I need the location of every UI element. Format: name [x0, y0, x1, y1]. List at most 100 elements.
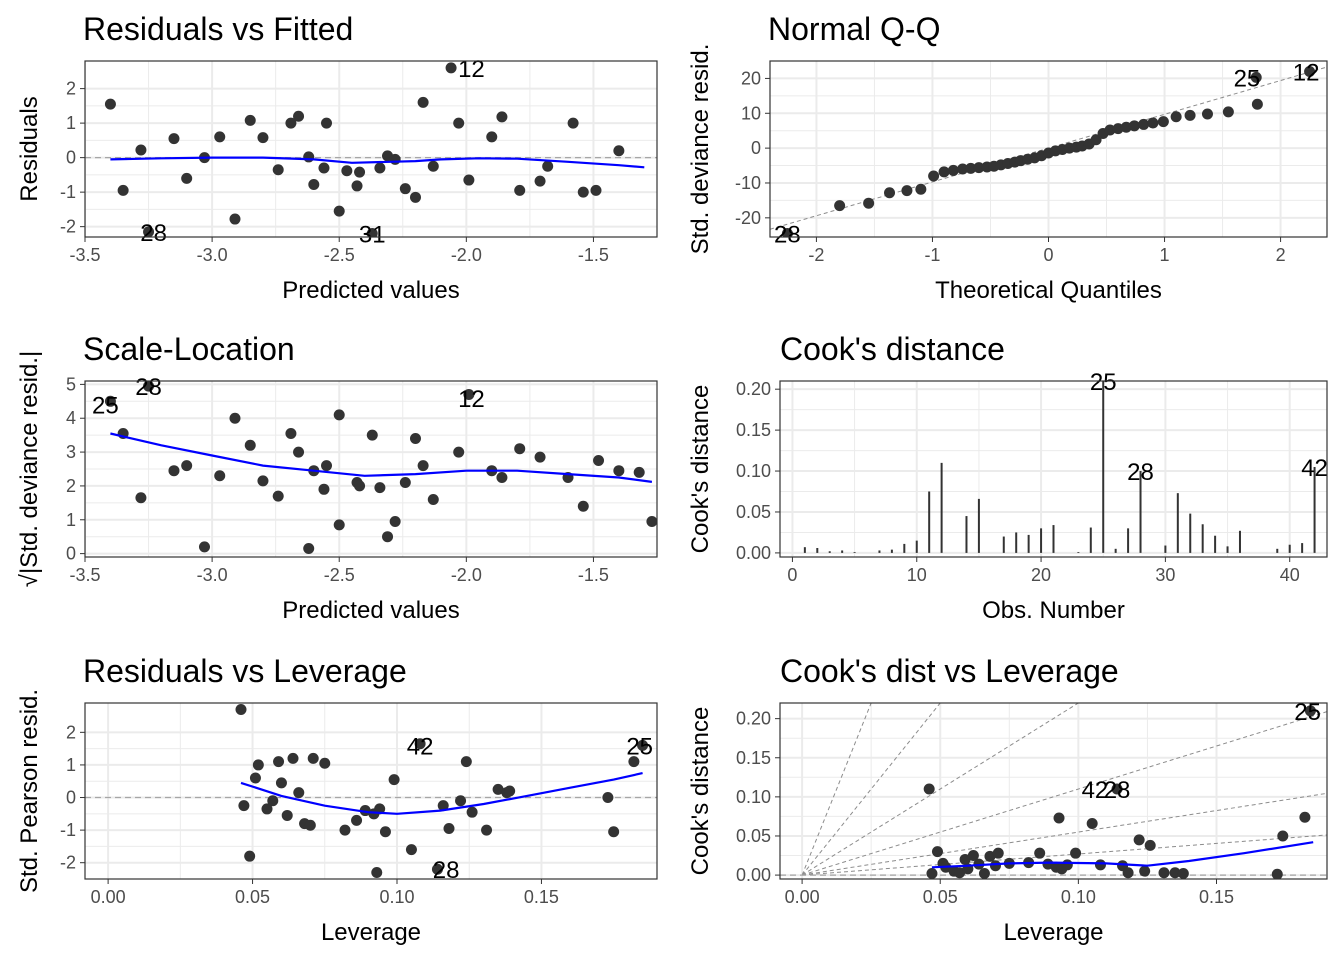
x-axis-title: Leverage — [321, 919, 421, 946]
data-point-30 — [1133, 834, 1145, 846]
data-point-42 — [1251, 98, 1263, 110]
data-point-1 — [235, 704, 247, 716]
panel-title: Scale-Location — [83, 331, 295, 367]
data-point-7 — [267, 795, 279, 807]
data-point-7 — [928, 170, 940, 182]
panel-border — [84, 380, 658, 558]
cook-contour-line — [801, 703, 1080, 876]
point-label: 28 — [1104, 777, 1131, 804]
plot-layer — [104, 381, 657, 555]
x-tick-label: 2 — [1276, 245, 1286, 265]
data-point-3 — [135, 144, 147, 156]
point-label: 25 — [1234, 65, 1261, 92]
data-point-23 — [366, 429, 378, 441]
point-label: 42 — [407, 733, 434, 760]
data-point-20 — [341, 165, 353, 177]
y-tick-label: 2 — [66, 79, 76, 99]
grid-lines — [85, 61, 657, 237]
data-point-26 — [1094, 859, 1106, 871]
data-point-40 — [637, 739, 649, 751]
data-point-23 — [366, 228, 378, 237]
data-point-34 — [492, 783, 504, 795]
panel-title: Normal Q-Q — [768, 11, 940, 47]
x-tick-label: -2.0 — [451, 565, 482, 585]
data-point-17 — [318, 162, 330, 174]
data-point-9 — [229, 213, 241, 225]
data-point-31 — [463, 389, 475, 401]
data-point-24 — [374, 482, 386, 494]
data-point-32 — [453, 117, 465, 129]
x-tick-label: -2.5 — [324, 565, 355, 585]
data-point-36 — [504, 785, 516, 797]
y-tick-label: -1 — [60, 820, 76, 840]
x-axis-title: Leverage — [1003, 919, 1103, 946]
y-tick-label: 0.10 — [736, 787, 771, 807]
data-point-26 — [389, 515, 401, 527]
point-label: 28 — [433, 857, 460, 884]
cook-contour-line — [802, 834, 1327, 876]
panel-border — [779, 380, 1328, 558]
data-point-1 — [781, 228, 793, 237]
y-tick-label: 20 — [741, 68, 761, 88]
plot-background — [85, 703, 657, 879]
y-tick-label: 0.00 — [736, 543, 771, 563]
data-point-39 — [567, 117, 579, 129]
y-tick-label: 0.05 — [736, 502, 771, 522]
data-point-25 — [405, 844, 417, 856]
point-label: 42 — [1301, 455, 1328, 482]
point-label: 25 — [626, 733, 653, 760]
data-point-27 — [1111, 783, 1123, 795]
data-point-14 — [293, 446, 305, 458]
y-tick-label: 0.15 — [736, 420, 771, 440]
data-point-27 — [399, 183, 411, 195]
data-point-37 — [602, 792, 614, 804]
data-point-31 — [445, 62, 457, 74]
y-tick-label: 0.05 — [736, 826, 771, 846]
smooth-line — [110, 156, 645, 169]
data-point-41 — [590, 184, 602, 196]
data-point-13 — [984, 850, 996, 862]
x-tick-label: -1 — [924, 245, 940, 265]
x-tick-label: 0.10 — [1061, 887, 1096, 907]
data-point-31 — [1104, 124, 1116, 136]
x-tick-label: 10 — [907, 565, 927, 585]
x-tick-label: 0.15 — [1199, 887, 1234, 907]
data-point-25 — [1086, 817, 1098, 829]
x-tick-label: -3.0 — [197, 565, 228, 585]
data-point-18 — [351, 814, 363, 826]
data-point-31 — [1139, 865, 1151, 877]
data-point-14 — [293, 110, 305, 122]
point-label: 28 — [140, 220, 167, 247]
data-point-36 — [1271, 868, 1283, 879]
data-point-10 — [244, 114, 256, 126]
point-label: 12 — [458, 56, 485, 83]
data-point-3 — [931, 846, 943, 858]
data-point-17 — [339, 824, 351, 836]
y-tick-label: 0.10 — [736, 461, 771, 481]
data-point-32 — [453, 446, 465, 458]
data-point-15 — [307, 752, 319, 764]
data-point-15 — [992, 847, 1004, 859]
data-point-11 — [287, 752, 299, 764]
x-tick-label: 0.15 — [524, 887, 559, 907]
x-tick-label: 0 — [787, 565, 797, 585]
data-point-4 — [143, 381, 155, 392]
panel-5: 42 25 28 0.00 0.05 0.10 0.15 -2 -1 0 1 2 Residuals v… — [16, 653, 658, 946]
data-point-12 — [978, 868, 990, 879]
data-point-17 — [318, 483, 330, 495]
data-point-15 — [303, 151, 315, 163]
x-tick-label: -2.0 — [451, 245, 482, 265]
data-point-15 — [303, 543, 315, 555]
y-axis-title: Cook's distance — [687, 385, 714, 554]
data-point-38 — [577, 500, 589, 512]
data-point-28 — [437, 800, 449, 812]
data-point-27 — [399, 477, 411, 489]
smooth-line — [931, 841, 1314, 869]
data-point-26 — [414, 738, 426, 750]
data-point-23 — [379, 826, 391, 838]
y-tick-label: 0 — [66, 788, 76, 808]
grid-lines — [780, 381, 1327, 557]
data-point-33 — [481, 824, 493, 836]
